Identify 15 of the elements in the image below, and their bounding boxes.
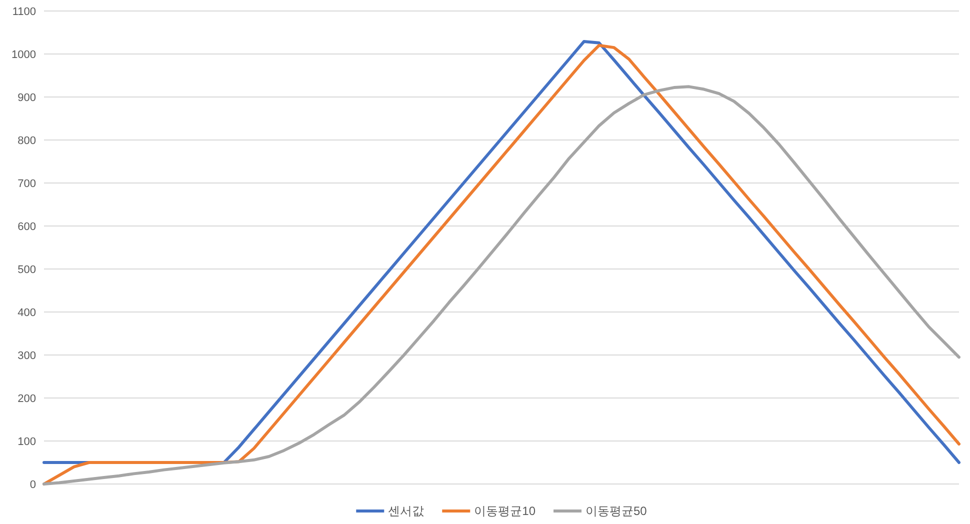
- y-tick-label: 0: [30, 479, 36, 491]
- legend-label: 이동평균10: [474, 504, 536, 518]
- legend-label: 이동평균50: [586, 504, 648, 518]
- y-tick-label: 100: [18, 436, 36, 448]
- y-tick-label: 1000: [12, 49, 36, 61]
- y-tick-label: 300: [18, 350, 36, 362]
- y-tick-label: 900: [18, 92, 36, 104]
- y-tick-label: 1100: [12, 6, 36, 18]
- y-tick-label: 500: [18, 264, 36, 276]
- y-tick-label: 200: [18, 393, 36, 405]
- y-tick-label: 400: [18, 307, 36, 319]
- y-tick-label: 800: [18, 135, 36, 147]
- y-tick-label: 700: [18, 178, 36, 190]
- legend-label: 센서값: [388, 504, 424, 518]
- y-tick-label: 600: [18, 221, 36, 233]
